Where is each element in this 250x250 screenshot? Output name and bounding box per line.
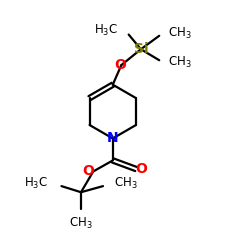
Text: $\mathregular{H_3C}$: $\mathregular{H_3C}$ [24, 176, 48, 191]
Text: $\mathregular{CH_3}$: $\mathregular{CH_3}$ [168, 55, 192, 70]
Text: O: O [82, 164, 94, 178]
Text: $\mathregular{CH_3}$: $\mathregular{CH_3}$ [168, 26, 192, 41]
Text: O: O [114, 58, 126, 72]
Text: $\mathregular{CH_3}$: $\mathregular{CH_3}$ [114, 176, 138, 191]
Text: $\mathregular{CH_3}$: $\mathregular{CH_3}$ [69, 216, 93, 230]
Text: N: N [107, 132, 118, 145]
Text: $\mathregular{H_3C}$: $\mathregular{H_3C}$ [94, 23, 118, 38]
Text: O: O [136, 162, 147, 176]
Text: Si: Si [134, 42, 148, 56]
